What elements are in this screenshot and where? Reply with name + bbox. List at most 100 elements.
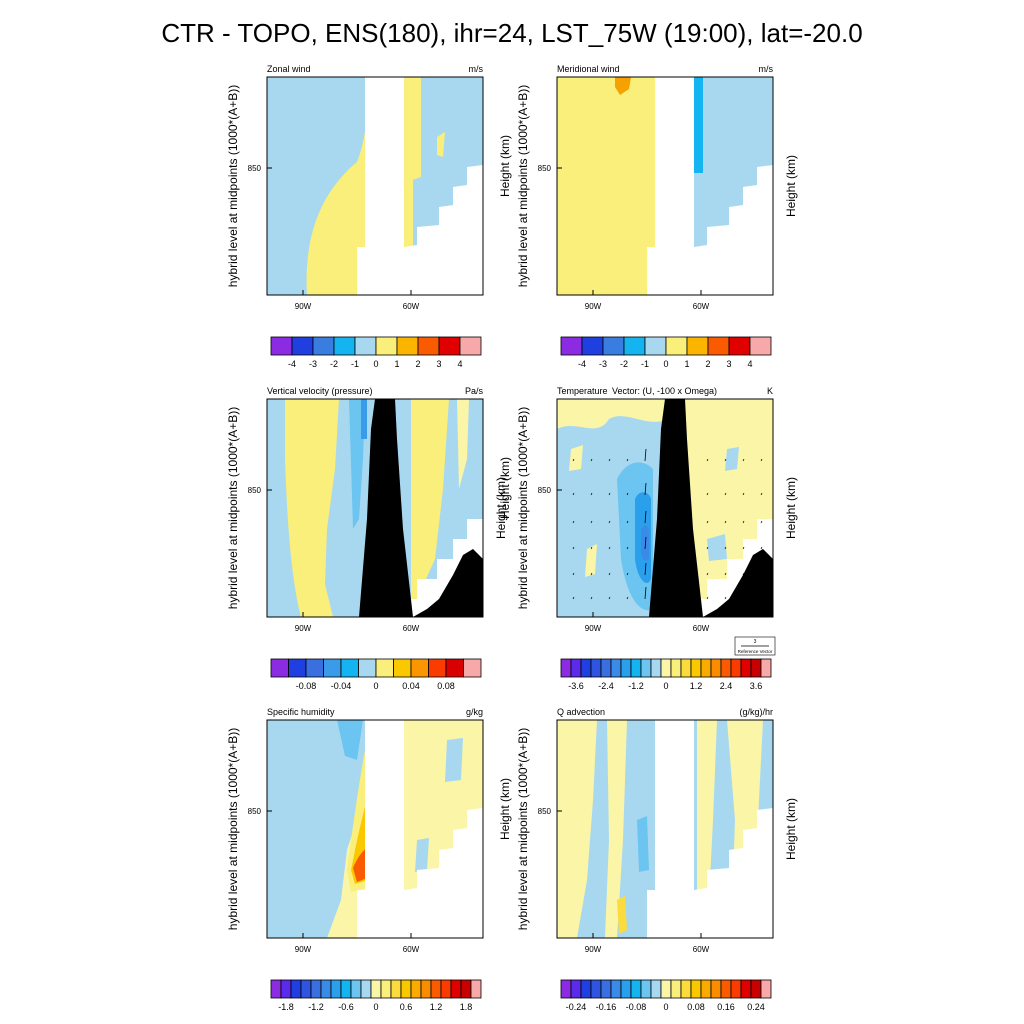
x-tick-label: 90W [585, 624, 602, 633]
x-tick-label: 60W [403, 302, 420, 311]
x-tick-label: 90W [295, 302, 312, 311]
panel-units: (g/kg)/hr [739, 707, 773, 717]
field-contour [437, 132, 445, 157]
colorbar-cell [730, 658, 742, 678]
colorbar-cell [720, 979, 732, 999]
field-contour [557, 77, 657, 295]
colorbar-cell [350, 979, 362, 999]
wind-vector-arrow [742, 520, 745, 524]
panel-frame [556, 719, 774, 939]
wind-vector-arrow [626, 546, 629, 550]
field-contour [411, 399, 449, 617]
field-contour [337, 720, 363, 760]
y-axis-label-right: Height (km) [784, 477, 798, 539]
wind-vector-arrow [590, 458, 593, 462]
topography-mask [647, 77, 773, 295]
y-axis-label: hybrid level at midpoints (1000*(A+B)) [516, 407, 530, 609]
wind-vector-arrow [760, 572, 763, 576]
colorbar-cell [393, 658, 412, 678]
field-contour [415, 838, 429, 872]
panel-units: K [767, 386, 773, 396]
field-contour [557, 720, 597, 938]
wind-vector-arrow [742, 458, 745, 462]
colorbar-cell [650, 658, 662, 678]
field-contour [457, 399, 469, 489]
wind-vector-arrow [760, 458, 763, 462]
field-group [557, 77, 773, 295]
colorbar-cell [288, 658, 307, 678]
colorbar-cell [590, 658, 602, 678]
wind-vector-arrow [724, 458, 727, 462]
wind-vector-arrow [706, 572, 709, 576]
panel-frame [556, 398, 774, 618]
colorbar-cell [640, 658, 652, 678]
colorbar-label: 0.24 [747, 1002, 765, 1012]
wind-vector-arrow [572, 572, 575, 576]
colorbar-cell [670, 658, 682, 678]
colorbar-cell [620, 979, 632, 999]
figure-title: CTR - TOPO, ENS(180), ihr=24, LST_75W (1… [161, 18, 862, 48]
colorbar-cell [707, 336, 730, 356]
panel-title: Vertical velocity (pressure) [267, 386, 373, 396]
colorbar-cell [680, 658, 692, 678]
colorbar-label: -4 [578, 359, 586, 369]
colorbar-cell [710, 979, 722, 999]
topography-mask [647, 720, 773, 938]
topography-mask [357, 77, 483, 295]
y-tick-label: 850 [248, 807, 262, 816]
colorbar-label: 2 [705, 359, 710, 369]
colorbar-cell [700, 658, 712, 678]
wind-vector-arrow [608, 458, 611, 462]
colorbar-cell [590, 979, 602, 999]
colorbar-cell [410, 979, 422, 999]
colorbar-cell [670, 979, 682, 999]
colorbar-cell [620, 658, 632, 678]
colorbar-cell [690, 658, 702, 678]
wind-vector-arrow [608, 572, 611, 576]
wind-vector-arrow [626, 572, 629, 576]
colorbar-cell [730, 979, 742, 999]
colorbar-cell [428, 658, 447, 678]
wind-vector-arrow [572, 520, 575, 524]
colorbar-cell [463, 658, 482, 678]
colorbar-cell [440, 979, 452, 999]
panel-units: Pa/s [465, 386, 484, 396]
colorbar-cell [750, 658, 762, 678]
wind-vector-arrow [644, 510, 647, 524]
wind-vector-arrow [724, 546, 727, 550]
wind-vector-arrow [760, 546, 763, 550]
wind-vector-arrow [706, 546, 709, 550]
colorbar-label: 2 [415, 359, 420, 369]
colorbar-cell [640, 979, 652, 999]
wind-vector-arrow [742, 572, 745, 576]
colorbar-cell [390, 979, 402, 999]
colorbar-label: -0.08 [626, 1002, 647, 1012]
colorbar-label: -0.04 [331, 681, 352, 691]
field-contour [725, 447, 739, 471]
x-tick-label: 60W [693, 624, 710, 633]
wind-vector-arrow [644, 448, 647, 462]
colorbar-cell [312, 336, 335, 356]
colorbar-cell [690, 979, 702, 999]
colorbar-cell [460, 979, 472, 999]
colorbar-cell [623, 336, 646, 356]
field-group [267, 399, 483, 617]
colorbar-cell [560, 658, 572, 678]
field-contour [605, 720, 627, 938]
colorbar-cell [354, 336, 377, 356]
wind-vector-arrow [572, 492, 575, 496]
colorbar-cell [358, 658, 377, 678]
colorbar-cell [445, 658, 464, 678]
x-tick-label: 90W [295, 945, 312, 954]
colorbar-cell [370, 979, 382, 999]
wind-vector-arrow [626, 492, 629, 496]
wind-vector-arrow [644, 586, 647, 600]
colorbar-cell [375, 658, 394, 678]
x-tick-label: 90W [585, 302, 602, 311]
colorbar-label: -4 [288, 359, 296, 369]
colorbar-label: 1.8 [460, 1002, 473, 1012]
wind-vector-arrow [644, 536, 647, 550]
wind-vector-arrow [572, 458, 575, 462]
wind-vector-arrow [590, 546, 593, 550]
